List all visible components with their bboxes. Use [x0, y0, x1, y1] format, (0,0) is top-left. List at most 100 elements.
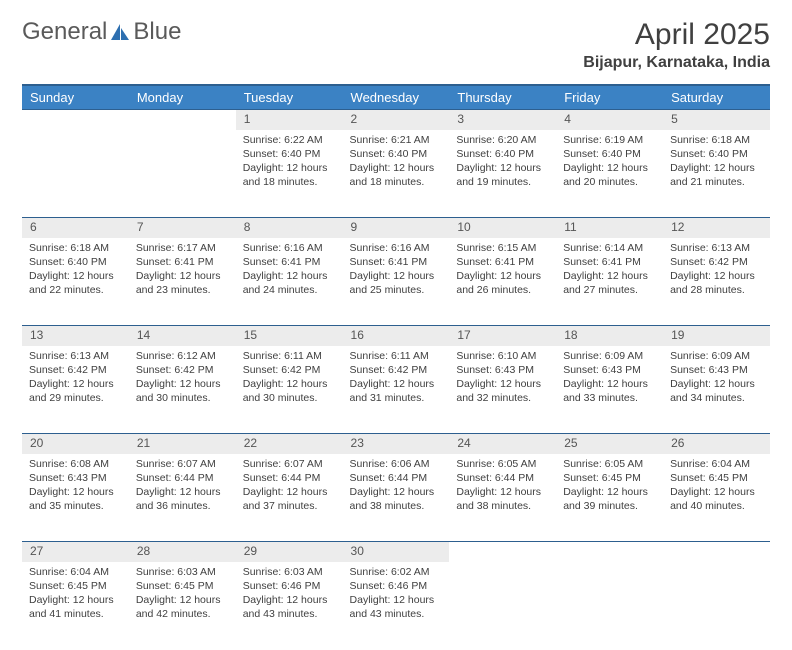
sunset-text: Sunset: 6:42 PM	[243, 363, 336, 377]
daylight-text: Daylight: 12 hours and 32 minutes.	[456, 377, 549, 405]
weekday-header: Monday	[129, 85, 236, 110]
sunrise-text: Sunrise: 6:04 AM	[29, 565, 122, 579]
day-content-cell: Sunrise: 6:12 AMSunset: 6:42 PMDaylight:…	[129, 346, 236, 434]
day-content-cell: Sunrise: 6:03 AMSunset: 6:46 PMDaylight:…	[236, 562, 343, 650]
day-content-cell: Sunrise: 6:14 AMSunset: 6:41 PMDaylight:…	[556, 238, 663, 326]
day-content-row: Sunrise: 6:18 AMSunset: 6:40 PMDaylight:…	[22, 238, 770, 326]
sunset-text: Sunset: 6:45 PM	[136, 579, 229, 593]
daylight-text: Daylight: 12 hours and 23 minutes.	[136, 269, 229, 297]
day-content-cell: Sunrise: 6:20 AMSunset: 6:40 PMDaylight:…	[449, 130, 556, 218]
day-content-cell: Sunrise: 6:13 AMSunset: 6:42 PMDaylight:…	[663, 238, 770, 326]
sunrise-text: Sunrise: 6:15 AM	[456, 241, 549, 255]
day-number-cell: 14	[129, 326, 236, 346]
weekday-header: Wednesday	[343, 85, 450, 110]
brand-logo: General Blue	[22, 18, 181, 46]
sunset-text: Sunset: 6:46 PM	[350, 579, 443, 593]
daylight-text: Daylight: 12 hours and 40 minutes.	[670, 485, 763, 513]
day-number-cell	[22, 110, 129, 130]
day-number-cell: 29	[236, 542, 343, 562]
day-number-row: 6789101112	[22, 218, 770, 238]
day-content-cell	[556, 562, 663, 650]
day-content-cell	[449, 562, 556, 650]
page-header: General Blue April 2025 Bijapur, Karnata…	[22, 18, 770, 72]
day-content-cell: Sunrise: 6:16 AMSunset: 6:41 PMDaylight:…	[343, 238, 450, 326]
sunset-text: Sunset: 6:40 PM	[670, 147, 763, 161]
day-number-cell	[663, 542, 770, 562]
day-content-cell: Sunrise: 6:06 AMSunset: 6:44 PMDaylight:…	[343, 454, 450, 542]
calendar-table: SundayMondayTuesdayWednesdayThursdayFrid…	[22, 84, 770, 650]
day-content-cell: Sunrise: 6:02 AMSunset: 6:46 PMDaylight:…	[343, 562, 450, 650]
weekday-header: Sunday	[22, 85, 129, 110]
weekday-header: Thursday	[449, 85, 556, 110]
day-content-cell: Sunrise: 6:05 AMSunset: 6:44 PMDaylight:…	[449, 454, 556, 542]
daylight-text: Daylight: 12 hours and 31 minutes.	[350, 377, 443, 405]
daylight-text: Daylight: 12 hours and 35 minutes.	[29, 485, 122, 513]
day-content-cell: Sunrise: 6:18 AMSunset: 6:40 PMDaylight:…	[663, 130, 770, 218]
daylight-text: Daylight: 12 hours and 26 minutes.	[456, 269, 549, 297]
sunset-text: Sunset: 6:40 PM	[456, 147, 549, 161]
weekday-header: Friday	[556, 85, 663, 110]
sunset-text: Sunset: 6:41 PM	[136, 255, 229, 269]
sunset-text: Sunset: 6:43 PM	[670, 363, 763, 377]
sunset-text: Sunset: 6:44 PM	[350, 471, 443, 485]
day-number-row: 12345	[22, 110, 770, 130]
day-number-cell: 22	[236, 434, 343, 454]
sunrise-text: Sunrise: 6:09 AM	[563, 349, 656, 363]
day-content-cell: Sunrise: 6:17 AMSunset: 6:41 PMDaylight:…	[129, 238, 236, 326]
sunrise-text: Sunrise: 6:12 AM	[136, 349, 229, 363]
day-number-cell: 18	[556, 326, 663, 346]
sunset-text: Sunset: 6:43 PM	[456, 363, 549, 377]
day-content-cell: Sunrise: 6:07 AMSunset: 6:44 PMDaylight:…	[236, 454, 343, 542]
day-number-cell: 11	[556, 218, 663, 238]
day-number-cell: 7	[129, 218, 236, 238]
day-number-row: 27282930	[22, 542, 770, 562]
day-content-cell: Sunrise: 6:08 AMSunset: 6:43 PMDaylight:…	[22, 454, 129, 542]
day-content-cell: Sunrise: 6:21 AMSunset: 6:40 PMDaylight:…	[343, 130, 450, 218]
daylight-text: Daylight: 12 hours and 33 minutes.	[563, 377, 656, 405]
sunrise-text: Sunrise: 6:05 AM	[563, 457, 656, 471]
daylight-text: Daylight: 12 hours and 39 minutes.	[563, 485, 656, 513]
day-content-cell: Sunrise: 6:22 AMSunset: 6:40 PMDaylight:…	[236, 130, 343, 218]
daylight-text: Daylight: 12 hours and 30 minutes.	[243, 377, 336, 405]
day-content-cell: Sunrise: 6:04 AMSunset: 6:45 PMDaylight:…	[663, 454, 770, 542]
sunset-text: Sunset: 6:41 PM	[456, 255, 549, 269]
day-content-cell: Sunrise: 6:16 AMSunset: 6:41 PMDaylight:…	[236, 238, 343, 326]
day-content-cell	[663, 562, 770, 650]
sunset-text: Sunset: 6:42 PM	[350, 363, 443, 377]
sunset-text: Sunset: 6:40 PM	[243, 147, 336, 161]
month-title: April 2025	[583, 18, 770, 52]
day-content-cell: Sunrise: 6:03 AMSunset: 6:45 PMDaylight:…	[129, 562, 236, 650]
sunset-text: Sunset: 6:42 PM	[670, 255, 763, 269]
sunrise-text: Sunrise: 6:14 AM	[563, 241, 656, 255]
daylight-text: Daylight: 12 hours and 21 minutes.	[670, 161, 763, 189]
sunset-text: Sunset: 6:45 PM	[29, 579, 122, 593]
day-number-cell	[129, 110, 236, 130]
day-number-cell: 4	[556, 110, 663, 130]
day-number-cell: 3	[449, 110, 556, 130]
daylight-text: Daylight: 12 hours and 43 minutes.	[350, 593, 443, 621]
day-content-cell: Sunrise: 6:04 AMSunset: 6:45 PMDaylight:…	[22, 562, 129, 650]
day-content-row: Sunrise: 6:04 AMSunset: 6:45 PMDaylight:…	[22, 562, 770, 650]
sunrise-text: Sunrise: 6:22 AM	[243, 133, 336, 147]
daylight-text: Daylight: 12 hours and 43 minutes.	[243, 593, 336, 621]
daylight-text: Daylight: 12 hours and 38 minutes.	[456, 485, 549, 513]
day-content-cell: Sunrise: 6:10 AMSunset: 6:43 PMDaylight:…	[449, 346, 556, 434]
day-content-cell: Sunrise: 6:07 AMSunset: 6:44 PMDaylight:…	[129, 454, 236, 542]
sunrise-text: Sunrise: 6:18 AM	[670, 133, 763, 147]
sunset-text: Sunset: 6:40 PM	[563, 147, 656, 161]
day-content-cell: Sunrise: 6:05 AMSunset: 6:45 PMDaylight:…	[556, 454, 663, 542]
sunset-text: Sunset: 6:41 PM	[243, 255, 336, 269]
daylight-text: Daylight: 12 hours and 18 minutes.	[350, 161, 443, 189]
day-content-cell: Sunrise: 6:19 AMSunset: 6:40 PMDaylight:…	[556, 130, 663, 218]
day-number-cell: 30	[343, 542, 450, 562]
day-number-cell: 23	[343, 434, 450, 454]
brand-part2: Blue	[133, 18, 181, 46]
daylight-text: Daylight: 12 hours and 25 minutes.	[350, 269, 443, 297]
day-content-cell: Sunrise: 6:11 AMSunset: 6:42 PMDaylight:…	[343, 346, 450, 434]
sunrise-text: Sunrise: 6:13 AM	[29, 349, 122, 363]
day-number-cell: 17	[449, 326, 556, 346]
location-label: Bijapur, Karnataka, India	[583, 54, 770, 72]
day-number-cell	[449, 542, 556, 562]
day-number-cell: 9	[343, 218, 450, 238]
day-number-cell: 28	[129, 542, 236, 562]
